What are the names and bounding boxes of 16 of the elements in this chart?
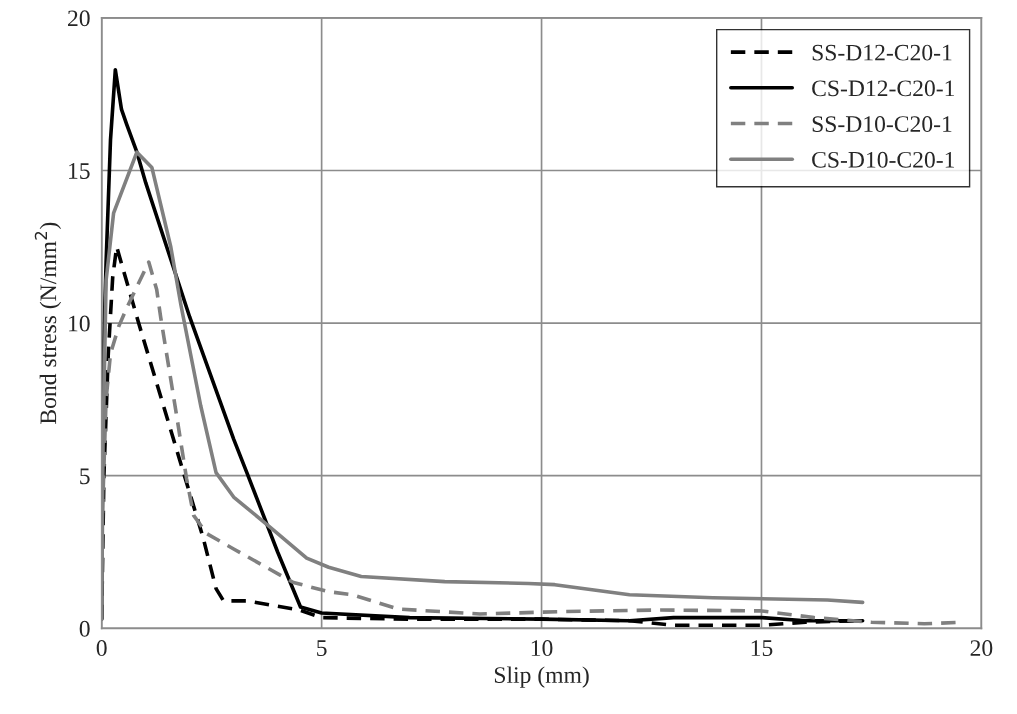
x-tick-label: 10 [531,640,553,657]
y-tick-label: 20 [68,10,90,27]
y-tick-label: 15 [69,163,90,179]
y-tick-label: 5 [80,468,90,485]
y-tick-label: 10 [69,315,90,332]
y-tick-label: 0 [79,620,90,637]
x-tick-label: 0 [96,640,107,657]
legend-label: CS-D10-C20-1 [812,151,955,168]
x-axis-title: Slip (mm) [494,666,589,688]
x-tick-label: 15 [751,640,773,657]
legend-label: SS-D12-C20-1 [812,44,952,61]
legend-label: SS-D10-C20-1 [812,116,952,133]
x-tick-label: 20 [970,640,993,657]
y-axis-title: Bond stress (N/mm$^{2}$) [34,222,62,424]
legend-label: CS-D12-C20-1 [812,80,955,97]
x-tick-label: 5 [317,640,327,657]
